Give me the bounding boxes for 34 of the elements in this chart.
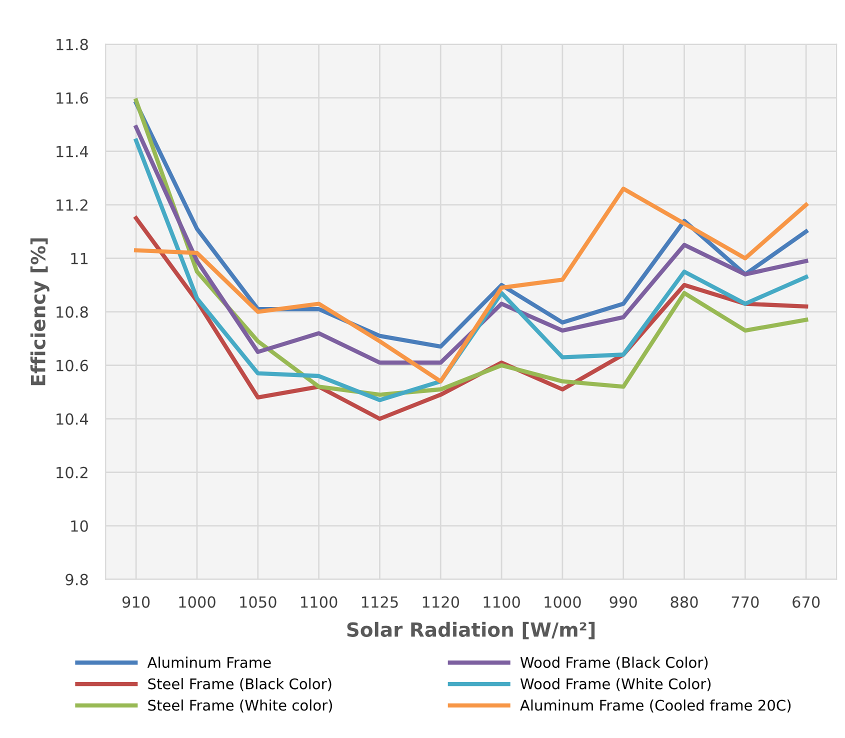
x-tick-label: 1050: [240, 596, 276, 608]
x-tick-label: 1120: [422, 596, 460, 608]
legend-label: Steel Frame (Black Color): [148, 678, 332, 692]
x-tick-label: 1000: [544, 596, 581, 608]
x-tick-label: 880: [670, 596, 698, 608]
y-axis-title: Efficiency [%]: [30, 238, 50, 386]
y-tick-label: 10.8: [56, 306, 88, 318]
y-tick-label: 11: [71, 252, 88, 264]
legend-label: Aluminum Frame: [147, 656, 271, 668]
y-tick-label: 11.6: [56, 92, 88, 104]
line-series: [134, 138, 808, 402]
line-series: [134, 186, 808, 384]
x-tick-label: 990: [610, 596, 637, 608]
legend-label: Wood Frame (Black Color): [520, 656, 708, 670]
y-tick-label: 10.4: [56, 413, 88, 425]
legend-label: Steel Frame (White color): [148, 699, 332, 712]
x-tick-label: 670: [792, 596, 820, 608]
y-tick-label: 9.8: [66, 574, 88, 586]
x-tick-label: 1125: [362, 596, 398, 608]
x-tick-label: 1000: [179, 596, 216, 608]
legend-label: Aluminum Frame (Cooled frame 20C): [520, 699, 791, 712]
x-tick-label: 770: [732, 596, 759, 608]
y-tick-label: 11.2: [56, 199, 88, 211]
x-tick-label: 910: [122, 596, 150, 608]
legend-label: Wood Frame (White Color): [520, 678, 711, 692]
y-tick-label: 10.2: [56, 466, 88, 478]
x-tick-label: 1100: [484, 596, 520, 608]
y-tick-label: 11.4: [56, 146, 88, 158]
x-tick-label: 1100: [301, 596, 338, 608]
y-tick-label: 10.6: [56, 360, 88, 372]
line-series: [134, 125, 808, 365]
y-tick-label: 11.8: [56, 38, 88, 50]
y-tick-label: 10: [71, 520, 88, 532]
x-axis-title: Solar Radiation [W/m²]: [347, 622, 595, 640]
